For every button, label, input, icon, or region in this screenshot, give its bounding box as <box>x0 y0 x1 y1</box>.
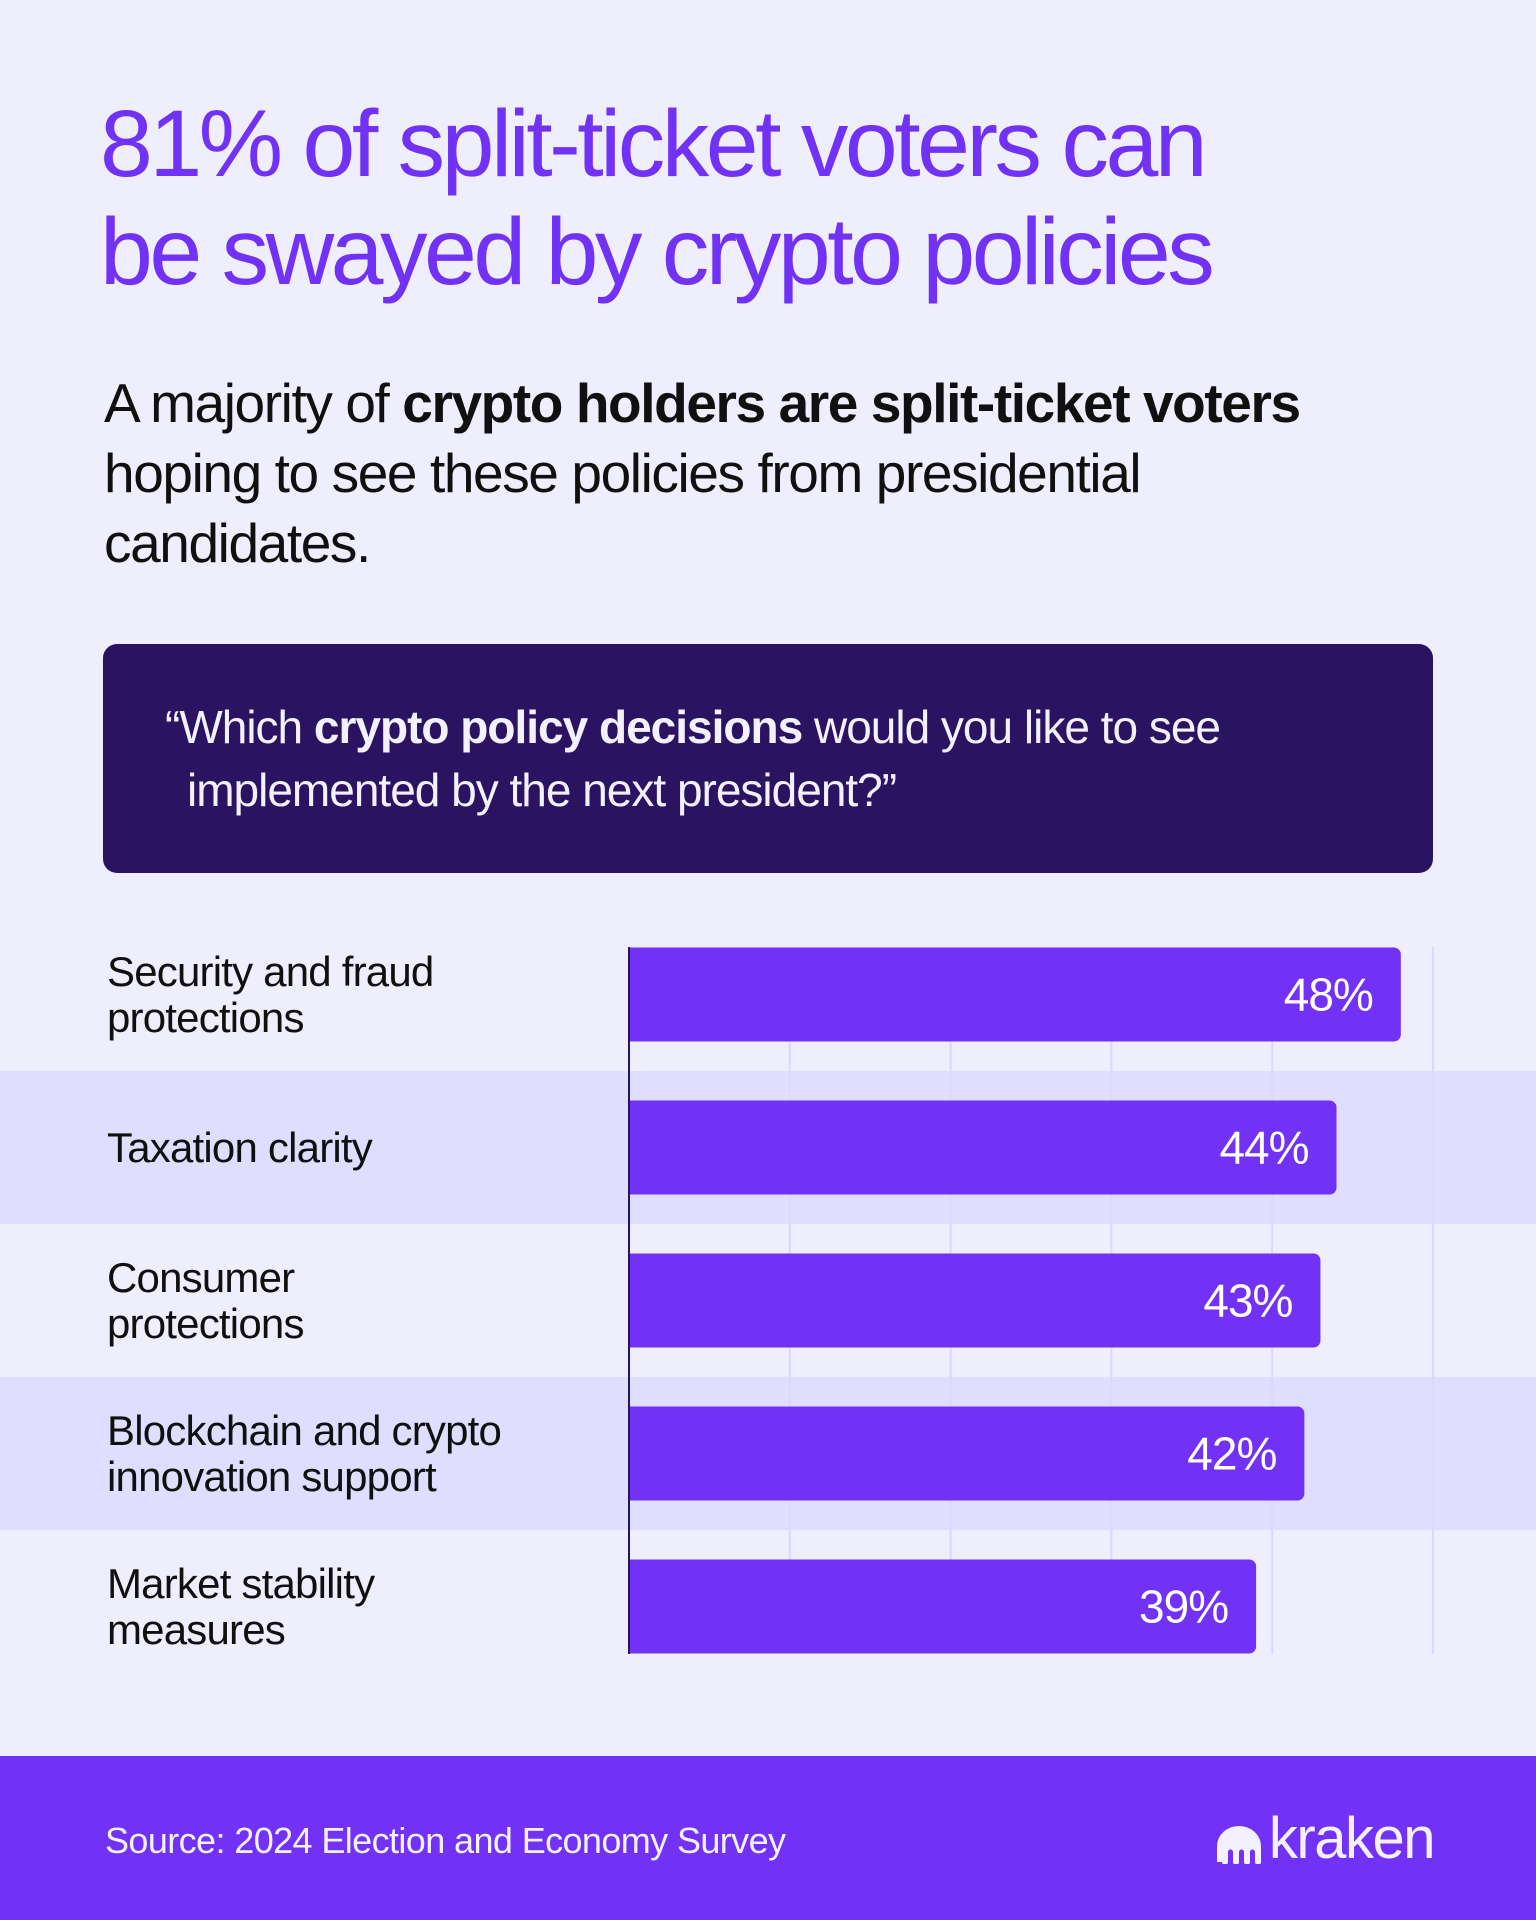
question-emphasis: crypto policy decisions <box>313 701 803 753</box>
category-label-text: Blockchain and crypto innovation support <box>107 1406 502 1500</box>
subtitle-text-2: hoping to see these policies from presid… <box>104 442 1142 574</box>
category-label: Security and fraud protections <box>107 918 577 1071</box>
category-label: Consumer protections <box>107 1224 577 1377</box>
category-label: Market stability measures <box>107 1530 577 1683</box>
headline-line-1: 81% of split-ticket voters can <box>100 91 1208 197</box>
subtitle-emphasis: crypto holders are split-ticket voters <box>402 372 1301 434</box>
category-label-text: Taxation clarity <box>107 1123 373 1171</box>
source-citation: Source: 2024 Election and Economy Survey <box>105 1820 786 1861</box>
bar-value-label: 39% <box>1139 1581 1228 1633</box>
chart-row: Security and fraud protections <box>0 918 1536 1071</box>
survey-question: “Which crypto policy decisions would you… <box>165 696 1417 822</box>
survey-question-box: “Which crypto policy decisions would you… <box>103 644 1433 873</box>
bar-chart: Security and fraud protections Taxation cl… <box>0 918 1536 1683</box>
headline: 81% of split-ticket voters can be swayed… <box>100 90 1480 306</box>
category-label-text: Consumer protections <box>107 1253 304 1347</box>
question-text-2: would you like to see implemented by the… <box>187 701 1221 816</box>
bar-value-label: 48% <box>1284 969 1373 1021</box>
bar-value-label: 42% <box>1187 1428 1276 1480</box>
chart-row: Consumer protections <box>0 1224 1536 1377</box>
category-label: Taxation clarity <box>107 1071 577 1224</box>
headline-line-2: be swayed by crypto policies <box>100 199 1215 305</box>
chart-plot-area: 48% 44% 43% 42% 39% <box>628 947 1434 1654</box>
kraken-wordmark: kraken <box>1268 1806 1436 1871</box>
question-text-1: Which <box>179 701 314 753</box>
category-label: Blockchain and crypto innovation support <box>107 1377 577 1530</box>
bar <box>629 1559 1257 1654</box>
category-label-text: Market stability measures <box>107 1559 375 1653</box>
subtitle: A majority of crypto holders are split-t… <box>104 368 1404 578</box>
kraken-logo-icon <box>1216 1826 1261 1864</box>
bar <box>629 1100 1337 1195</box>
bar-value-label: 44% <box>1219 1122 1308 1174</box>
chart-row: Market stability measures <box>0 1530 1536 1683</box>
open-quote: “ <box>165 701 180 753</box>
bar-value-label: 43% <box>1203 1275 1292 1327</box>
bar <box>629 947 1401 1042</box>
footer: Source: 2024 Election and Economy Survey… <box>0 1756 1536 1920</box>
subtitle-text-1: A majority of <box>104 372 403 434</box>
bar <box>629 1406 1305 1501</box>
category-label-text: Security and fraud protections <box>107 947 434 1041</box>
kraken-logo[interactable]: kraken <box>1213 1806 1436 1871</box>
bar <box>629 1253 1321 1348</box>
